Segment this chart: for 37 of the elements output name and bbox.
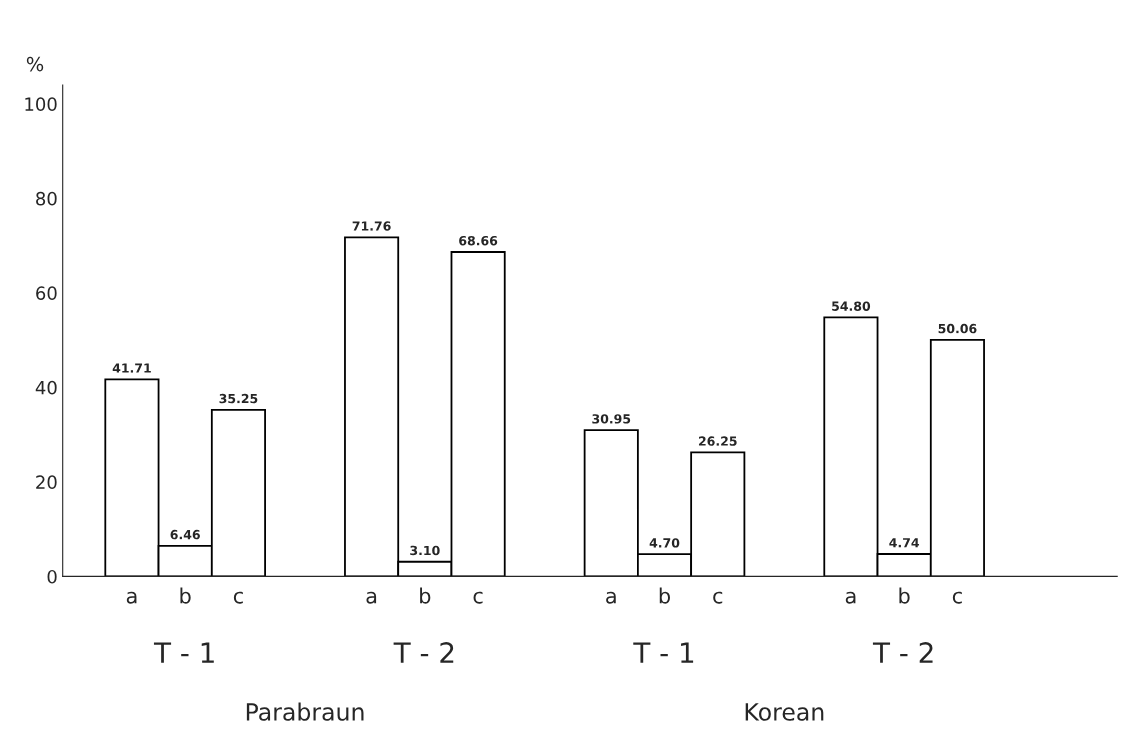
data-label: 71.76 [352,221,391,231]
y-tick-label: 80 [36,191,57,206]
data-label: 50.06 [938,323,977,334]
y-tick-label: 40 [35,380,57,395]
y-tick-label: 20 [36,475,57,490]
x-tick-label: a [126,591,137,604]
x-tick-label: a [845,591,856,604]
x-tick-label: b [420,587,431,604]
y-tick-label: 60 [36,286,57,301]
text: T - 1 [153,642,214,663]
data-label: 26.25 [698,436,737,446]
data-label: 30.95 [592,414,631,424]
text: Korean [745,703,824,721]
text: T - 1 [633,642,694,663]
data-label: 54.80 [832,301,871,311]
x-tick-label: b [659,587,670,604]
x-tick-label: c [952,591,962,604]
x-tick-label: a [366,591,377,604]
data-label: 3.10 [410,545,440,556]
text: Parabraun [246,702,364,721]
data-label: 4.74 [889,538,920,548]
data-label: 41.71 [112,363,151,373]
x-tick-label: b [180,587,191,604]
text: T - 2 [872,642,933,663]
x-tick-label: b [899,587,910,604]
data-label: 35.25 [219,393,258,404]
data-label: 4.70 [649,538,680,548]
y-axis-title: % [26,56,44,72]
x-tick-label: a [606,591,616,604]
y-tick-label: 100 [25,97,57,111]
data-label: 68.66 [459,235,498,246]
x-tick-label: c [473,591,483,604]
x-tick-label: c [233,591,243,604]
data-label: 6.46 [170,529,200,540]
y-tick-label: 0 [47,569,57,584]
x-tick-label: c [713,591,723,604]
text: T - 2 [393,642,454,663]
